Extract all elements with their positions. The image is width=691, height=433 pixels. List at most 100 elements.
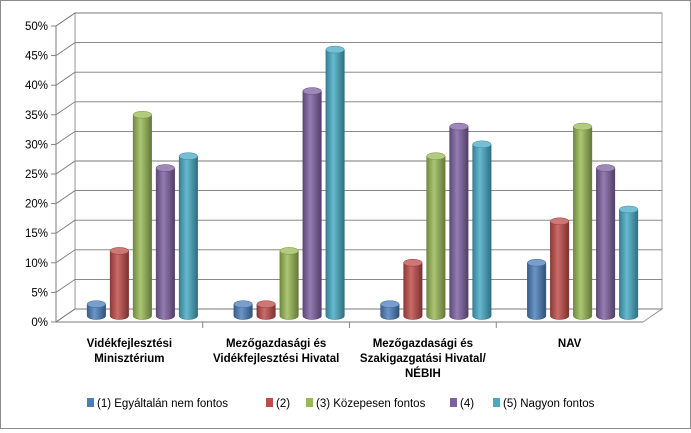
gridline — [55, 71, 662, 86]
bar-body — [619, 209, 639, 320]
gridline — [55, 12, 662, 27]
bar-body — [109, 250, 129, 320]
legend-label: (5) Nagyon fontos — [503, 398, 595, 410]
bar-body — [325, 49, 345, 320]
bar-top — [380, 300, 400, 308]
legend-label: (1) Egyáltalán nem fontos — [97, 398, 228, 410]
y-tick-label: 25% — [25, 169, 48, 181]
y-tick-label: 0% — [31, 317, 48, 329]
legend: (1) Egyáltalán nem fontos (2) (3) Közepese… — [87, 398, 595, 410]
bar-top — [279, 247, 299, 255]
bar — [550, 217, 570, 320]
y-tick-label: 30% — [25, 139, 48, 151]
bar-body — [132, 114, 152, 320]
y-tick-label: 40% — [25, 80, 48, 92]
bar-top — [527, 258, 547, 267]
bar-body — [86, 303, 106, 320]
x-category-label: Mezőgazdasági és Vidékfejlesztési Hivatal — [213, 338, 339, 365]
legend-swatch — [266, 398, 273, 407]
y-tick-label: 20% — [25, 199, 48, 211]
gridline — [55, 101, 662, 116]
bar — [596, 164, 616, 320]
bar — [155, 164, 175, 320]
bar-top — [619, 205, 639, 214]
x-category-label: NAV — [558, 338, 582, 350]
y-tick-label: 45% — [25, 51, 48, 63]
bar-top — [233, 300, 253, 308]
bar-top — [403, 258, 423, 267]
legend-label: (2) — [276, 398, 290, 410]
bar — [472, 140, 492, 320]
y-tick-label: 10% — [25, 258, 48, 270]
bar-body — [472, 144, 492, 320]
y-tick-label: 35% — [25, 110, 48, 122]
legend-swatch — [306, 398, 313, 407]
bar — [426, 152, 446, 320]
legend-item: (4) — [450, 398, 474, 410]
x-axis: Vidékfejlesztési Minisztérium Mezőgazdaság… — [56, 321, 643, 380]
bar — [279, 247, 299, 320]
bar-body — [380, 303, 400, 320]
bar-body — [550, 221, 570, 320]
legend-swatch — [493, 398, 500, 407]
bar-top — [256, 300, 276, 308]
bar — [619, 205, 639, 320]
bar — [233, 300, 253, 320]
bar-top — [109, 247, 129, 255]
bar — [86, 300, 106, 320]
bar-body — [279, 250, 299, 320]
bar-top — [550, 217, 570, 226]
bars — [86, 45, 639, 320]
bar-body — [155, 167, 175, 320]
bar — [132, 110, 152, 320]
y-axis: 0% 5% 10% 15% 20% 25% 30% 35% 40% 45% 50% — [25, 21, 57, 329]
gridline — [55, 42, 662, 56]
x-category-label: Mezőgazdasági és Szakigazgatási Hivatal/N… — [360, 338, 487, 380]
bar-body — [302, 90, 322, 320]
bar-top — [155, 164, 175, 172]
legend-item: (2) — [266, 398, 290, 410]
bar-top — [426, 152, 446, 160]
legend-item: (3) Közepesen fontos — [306, 398, 426, 410]
bar-top — [449, 122, 469, 131]
bar — [178, 152, 198, 320]
legend-swatch — [87, 398, 94, 407]
bar-top — [596, 164, 616, 172]
bar-top — [132, 110, 152, 119]
bar-body — [256, 303, 276, 320]
bar-body — [596, 167, 616, 320]
bar-top — [472, 140, 492, 149]
bar-top — [325, 45, 345, 54]
legend-label: (4) — [460, 398, 474, 410]
bar-top — [573, 122, 593, 131]
x-category-label: Vidékfejlesztési Minisztérium — [87, 338, 172, 365]
legend-swatch — [450, 398, 457, 407]
legend-label: (3) Közepesen fontos — [316, 398, 426, 410]
bar — [403, 258, 423, 320]
bar — [449, 122, 469, 320]
bar — [527, 258, 547, 320]
bar — [302, 87, 322, 320]
y-tick-label: 15% — [25, 228, 48, 240]
bar-body — [233, 303, 253, 320]
bar-body — [403, 262, 423, 320]
y-tick-label: 5% — [31, 287, 48, 299]
bar-body — [573, 126, 593, 320]
bar — [109, 247, 129, 320]
bar — [573, 122, 593, 320]
bar-body — [426, 155, 446, 320]
bar-body — [527, 262, 547, 320]
bar-top — [178, 152, 198, 160]
y-tick-label: 50% — [25, 21, 48, 33]
bar — [380, 300, 400, 320]
legend-item: (5) Nagyon fontos — [493, 398, 595, 410]
legend-item: (1) Egyáltalán nem fontos — [87, 398, 228, 410]
bar-body — [178, 155, 198, 320]
bar-body — [449, 126, 469, 320]
bar — [256, 300, 276, 320]
bar — [325, 45, 345, 320]
bar-top — [86, 300, 106, 308]
bar-top — [302, 87, 322, 95]
